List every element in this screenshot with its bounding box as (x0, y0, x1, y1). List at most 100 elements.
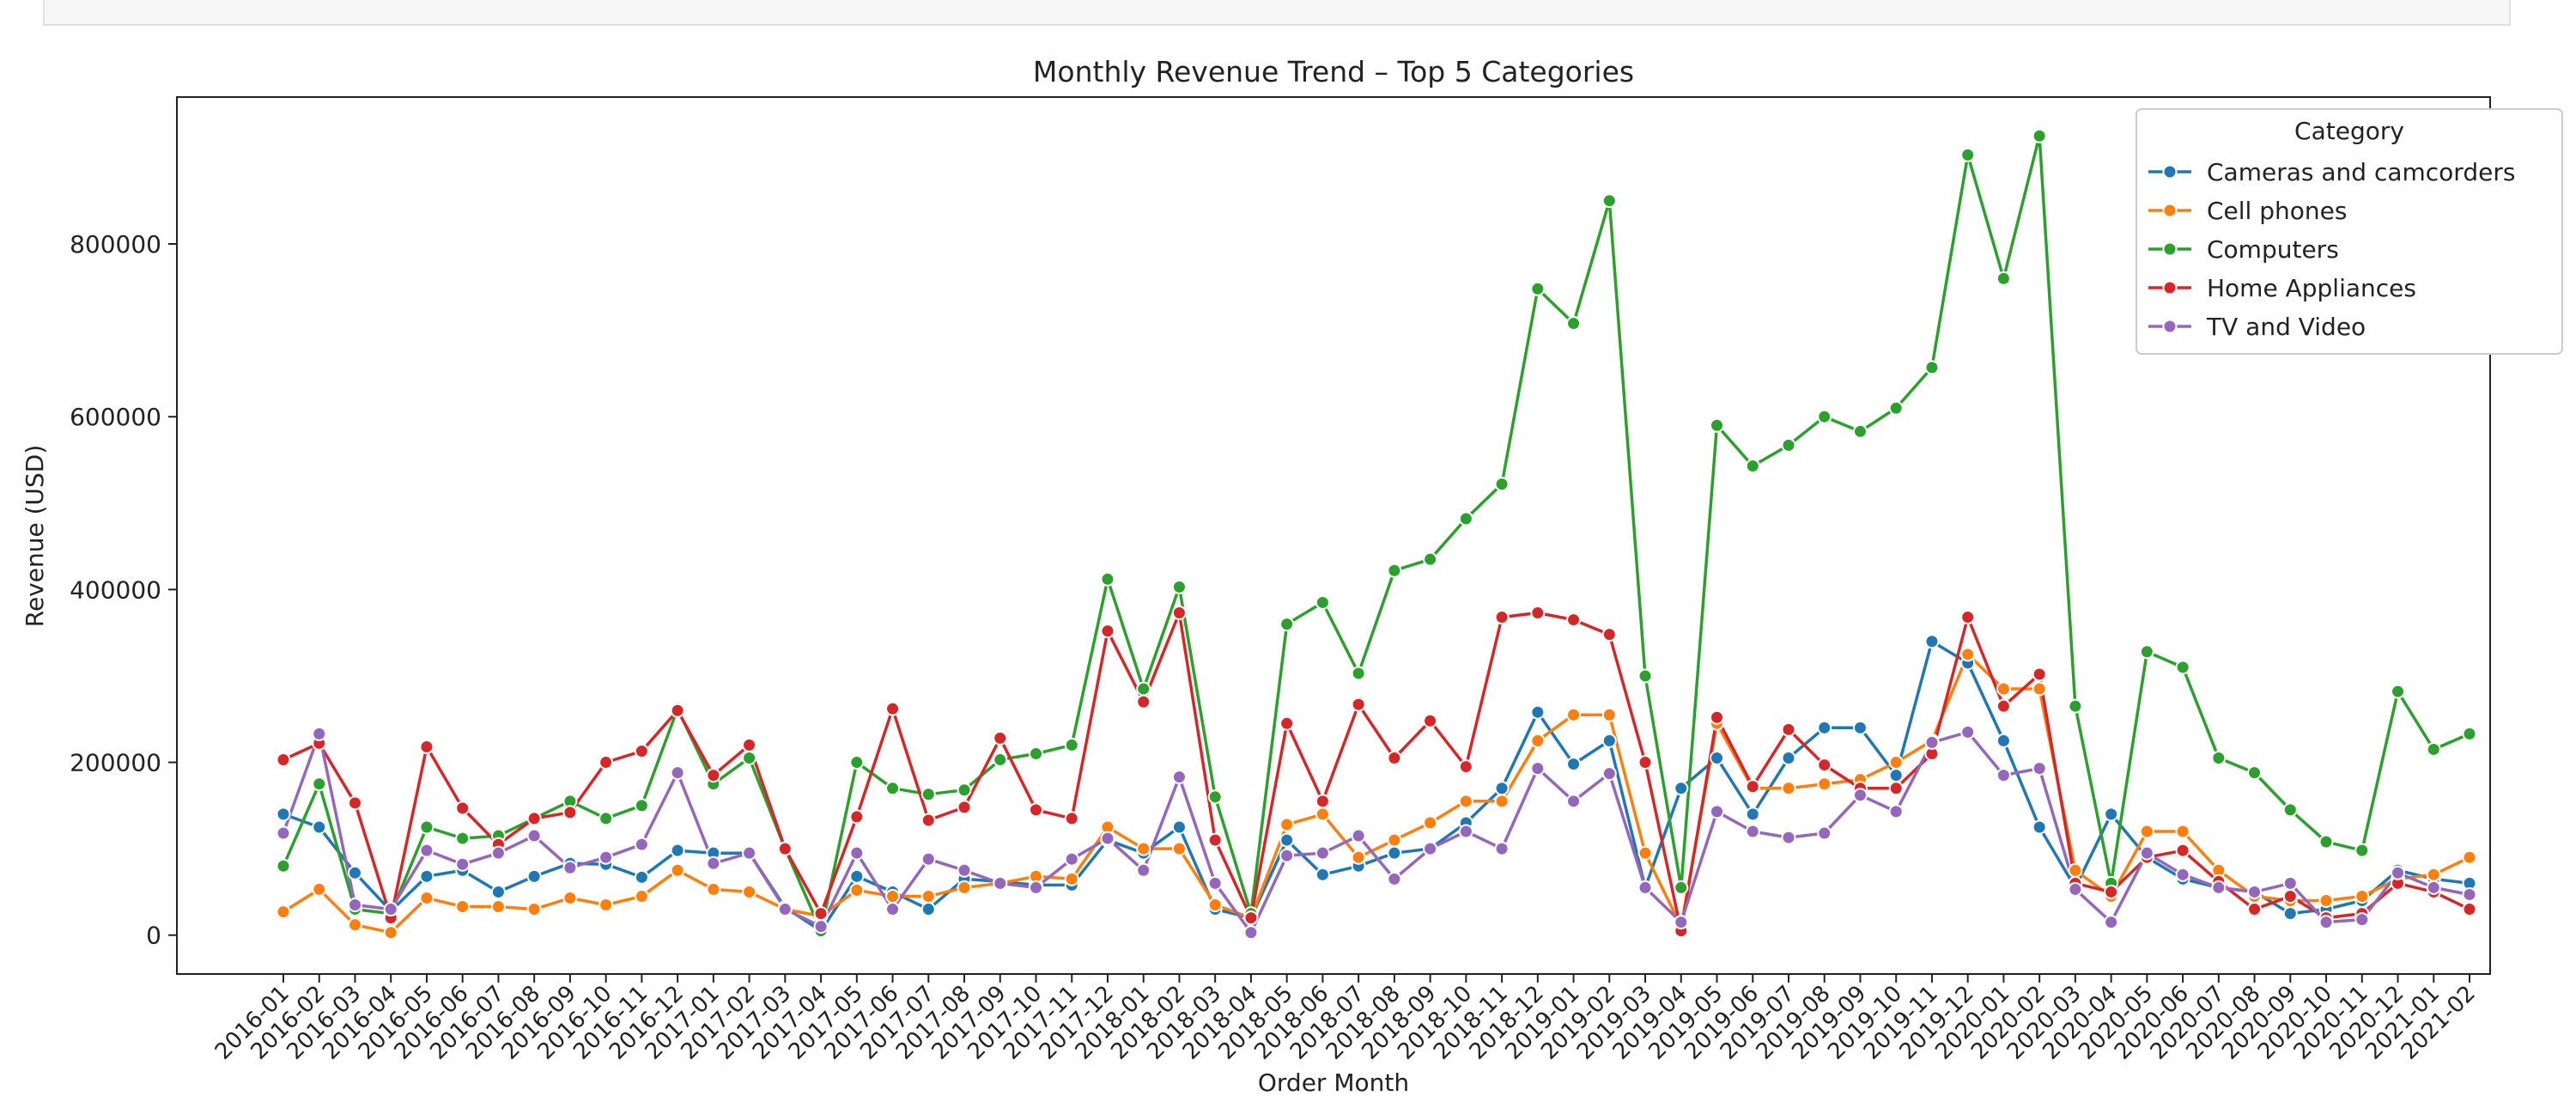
data-point (2032, 667, 2047, 682)
data-point (1207, 832, 1223, 848)
data-point (562, 890, 578, 905)
data-point (706, 768, 721, 783)
data-point (1064, 871, 1079, 886)
data-point (1566, 612, 1582, 628)
data-point (1817, 758, 1832, 773)
data-point (2247, 765, 2263, 781)
data-point (1888, 768, 1904, 783)
data-point (2391, 684, 2406, 699)
y-tick-label: 400000 (70, 575, 161, 604)
data-point (1279, 848, 1295, 863)
data-point (1494, 841, 1510, 856)
data-point (1674, 880, 1689, 895)
data-point (1674, 915, 1689, 930)
data-point (706, 881, 721, 897)
data-point (2354, 843, 2370, 858)
data-point (419, 739, 434, 754)
data-point (2282, 875, 2298, 891)
data-point (598, 849, 614, 865)
data-point (1279, 715, 1295, 731)
data-point (1601, 193, 1617, 209)
data-point (849, 882, 865, 898)
data-point (1136, 841, 1151, 856)
data-point (2247, 902, 2263, 917)
data-point (1207, 875, 1223, 891)
y-axis-ticks: 0 200000 400000 600000 800000 (70, 230, 177, 950)
data-point (957, 782, 972, 798)
data-point (1745, 779, 1760, 795)
data-point (526, 828, 542, 843)
data-point (2462, 902, 2477, 917)
y-tick-label: 600000 (70, 403, 161, 431)
data-point (1064, 737, 1079, 752)
data-point (957, 880, 972, 895)
data-point (2104, 884, 2119, 899)
legend-label: TV and Video (2206, 313, 2366, 341)
data-point (455, 856, 471, 872)
data-point (347, 898, 362, 913)
data-point (1852, 720, 1868, 735)
legend-frame (2136, 108, 2563, 355)
data-point (1960, 647, 1976, 662)
data-point (1423, 841, 1438, 856)
data-point (1996, 681, 2011, 697)
data-point (598, 898, 614, 913)
data-point (1781, 781, 1796, 796)
chart-title: Monthly Revenue Trend – Top 5 Categories (1033, 55, 1634, 88)
data-point (1100, 571, 1115, 587)
data-point (2354, 912, 2370, 928)
legend-label: Computers (2207, 235, 2339, 264)
data-point (1351, 697, 1366, 712)
data-point (383, 925, 398, 941)
data-point (276, 858, 291, 874)
data-point (1494, 477, 1510, 492)
data-point (455, 801, 471, 816)
data-point (1315, 794, 1330, 809)
data-point (1637, 755, 1653, 770)
data-point (1637, 668, 1653, 684)
data-point (1387, 845, 1402, 861)
data-point (1710, 417, 1725, 433)
data-point (813, 919, 829, 935)
data-point (2318, 915, 2334, 930)
data-point (2139, 824, 2154, 839)
data-point (706, 855, 721, 871)
data-point (1207, 898, 1223, 913)
legend-label: Cell phones (2207, 197, 2347, 225)
data-point (1064, 851, 1079, 867)
x-axis-label: Order Month (1258, 1069, 1409, 1097)
legend-marker (2162, 203, 2178, 218)
data-point (1996, 698, 2011, 714)
data-point (562, 805, 578, 820)
data-point (1458, 824, 1473, 839)
data-point (1423, 815, 1438, 831)
data-point (777, 902, 793, 917)
data-point (1566, 707, 1582, 722)
data-point (1601, 733, 1617, 748)
data-point (2139, 845, 2154, 861)
data-point (1100, 831, 1115, 846)
data-point (1960, 724, 1976, 740)
data-point (1888, 755, 1904, 770)
data-point (1136, 694, 1151, 709)
legend-marker (2162, 241, 2178, 257)
data-point (1888, 400, 1904, 416)
data-point (670, 843, 685, 858)
data-point (634, 888, 649, 904)
legend-title: Category (2294, 117, 2404, 145)
data-point (1387, 832, 1402, 848)
data-point (1315, 867, 1330, 882)
data-point (1279, 832, 1295, 848)
data-point (993, 752, 1008, 768)
data-point (1601, 766, 1617, 782)
data-point (1924, 360, 1940, 375)
data-point (2462, 726, 2477, 741)
data-point (598, 755, 614, 770)
data-point (2426, 741, 2441, 757)
data-point (1064, 811, 1079, 826)
data-point (1171, 841, 1187, 856)
data-point (1207, 789, 1223, 805)
data-point (742, 884, 757, 899)
data-point (1028, 746, 1043, 761)
data-point (1279, 617, 1295, 632)
